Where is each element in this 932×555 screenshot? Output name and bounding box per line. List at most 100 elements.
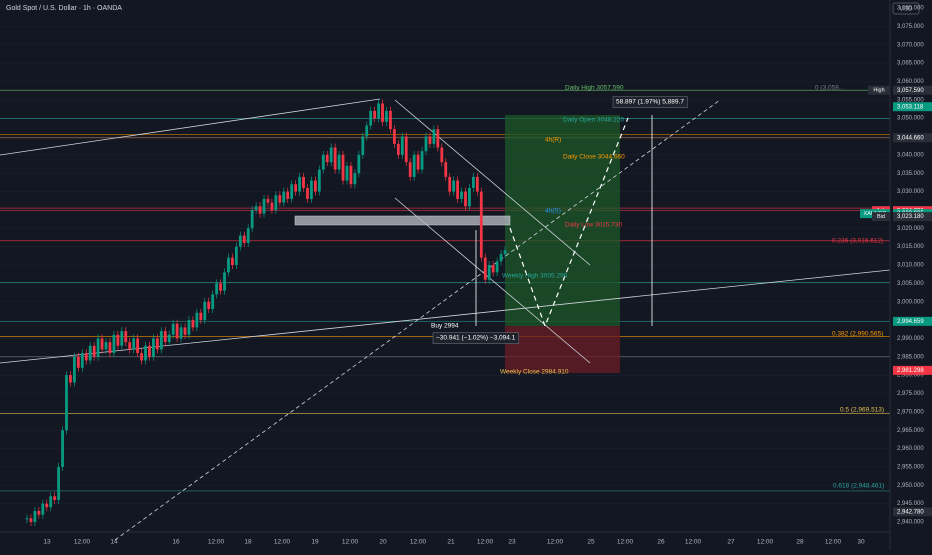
candle — [282, 191, 286, 203]
candle — [353, 173, 357, 185]
candle — [80, 353, 84, 368]
candle — [333, 147, 337, 170]
y-tick-label: 3,080.000 — [897, 6, 924, 12]
y-tick-label: 2,990.000 — [897, 336, 924, 342]
candle — [191, 320, 195, 328]
candle — [163, 331, 167, 343]
candle — [483, 257, 487, 280]
channel-line — [394, 99, 591, 266]
annotation: 4h(R) — [545, 137, 561, 144]
candle — [408, 162, 412, 177]
x-tick-label: 23 — [508, 539, 516, 546]
candle — [396, 143, 400, 155]
candle — [440, 147, 444, 163]
x-tick-label: 21 — [447, 539, 455, 546]
annotation: 0.236 (3,016.612) — [832, 238, 883, 245]
price-tag — [893, 212, 932, 222]
candle — [424, 136, 428, 152]
y-tick-label: 3,030.000 — [897, 189, 924, 195]
x-tick-label: 16 — [172, 539, 180, 546]
candle — [219, 283, 222, 291]
price-tag-label: 3,044.660 — [897, 135, 924, 141]
candle — [361, 136, 365, 155]
y-tick-label: 3,055.000 — [897, 97, 924, 103]
candle — [96, 338, 100, 357]
x-tick-label: 12:00 — [685, 539, 702, 546]
currency-label[interactable]: USD — [900, 7, 913, 13]
candle — [227, 257, 230, 273]
y-tick-label: 3,075.000 — [897, 24, 924, 30]
price-tag — [893, 507, 932, 517]
candle — [294, 184, 298, 192]
x-tick-label: 12:00 — [617, 539, 634, 546]
candle — [84, 353, 88, 361]
annotation: 0.382 (2,990.565) — [832, 331, 883, 338]
price-tag — [893, 102, 932, 112]
candle — [428, 136, 432, 144]
x-tick-label: 27 — [727, 539, 735, 546]
x-tick-label: 20 — [379, 539, 387, 546]
y-tick-label: 2,965.000 — [897, 428, 924, 434]
candle — [317, 169, 321, 192]
y-tick-label: 2,945.000 — [897, 501, 924, 507]
candle — [37, 510, 41, 515]
candle — [310, 180, 313, 199]
loss-zone — [505, 326, 620, 373]
candle — [132, 338, 136, 350]
x-tick-label: 12:00 — [274, 539, 291, 546]
candle — [491, 265, 495, 273]
candle — [436, 129, 440, 148]
x-tick-label: 28 — [796, 539, 804, 546]
candle — [53, 496, 57, 500]
candle — [298, 176, 301, 192]
candle — [487, 265, 491, 280]
annotation-box — [612, 96, 688, 108]
currency-button[interactable] — [892, 2, 920, 15]
x-tick-label: 12:00 — [825, 539, 842, 546]
y-tick-label: 3,070.000 — [897, 42, 924, 48]
candle — [41, 503, 45, 515]
profit-zone — [505, 115, 620, 326]
channel-line — [394, 197, 591, 364]
candle — [325, 154, 329, 163]
candle — [471, 176, 475, 188]
y-tick-label: 2,955.000 — [897, 465, 924, 471]
candle — [499, 253, 503, 262]
candle — [140, 353, 143, 361]
candle — [144, 345, 147, 361]
price-tag-label: 2,994.659 — [897, 319, 924, 325]
candle — [159, 331, 163, 350]
annotation: Buy 2994 — [431, 323, 459, 330]
x-tick-label: 12:00 — [410, 539, 427, 546]
candle — [246, 228, 250, 243]
candle — [254, 206, 258, 210]
candle — [183, 327, 187, 335]
y-tick-label: 2,950.000 — [897, 483, 924, 489]
candle — [116, 334, 120, 346]
candle — [475, 176, 479, 192]
candle — [448, 176, 452, 192]
candle — [120, 331, 124, 346]
y-tick-label: 2,940.000 — [897, 520, 924, 526]
candle — [76, 356, 80, 368]
projection-path — [509, 117, 629, 328]
annotation: −30.941 (−1.02%) −3,094.1 — [436, 335, 516, 342]
candle — [302, 176, 305, 188]
candle — [278, 195, 282, 203]
candle — [452, 180, 456, 192]
candle — [345, 165, 349, 181]
x-tick-label: 12:00 — [757, 539, 774, 546]
annotation: 0 (3,058... — [815, 85, 844, 92]
candle — [373, 110, 377, 119]
price-tag — [893, 133, 932, 143]
price-tag — [893, 316, 932, 326]
candle — [223, 272, 226, 291]
tag-prefix-box — [868, 85, 890, 95]
candle — [400, 136, 404, 155]
candle — [199, 312, 203, 321]
candle — [238, 235, 242, 247]
candle — [385, 110, 388, 122]
candle — [104, 342, 108, 350]
